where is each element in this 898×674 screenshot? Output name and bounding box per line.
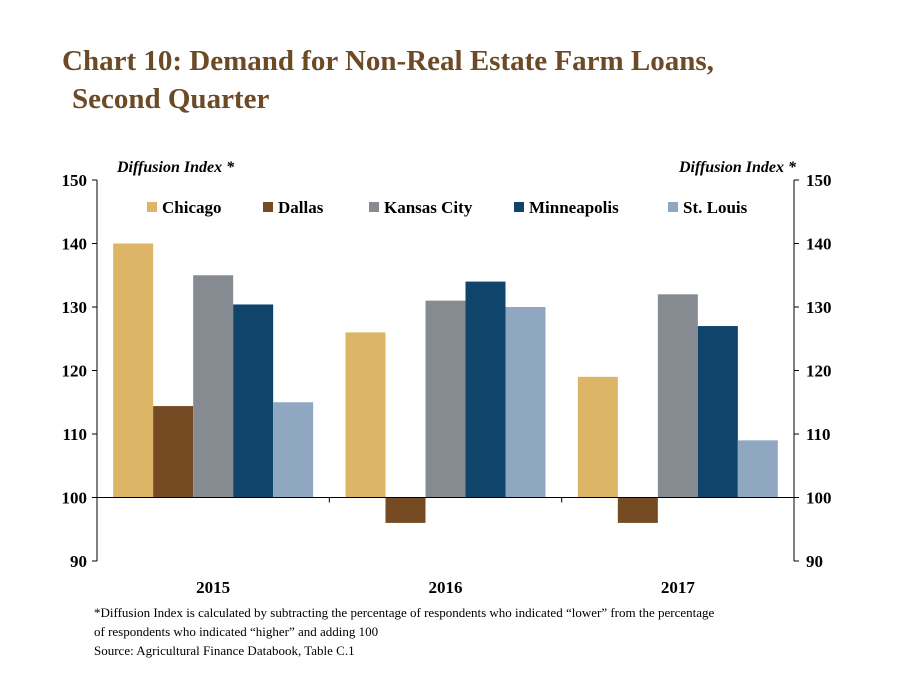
bar-minneapolis-2015: [233, 304, 274, 498]
legend-label-minneapolis: Minneapolis: [529, 198, 619, 217]
bar-st-louis-2017: [737, 440, 778, 498]
bar-chicago-2017: [577, 376, 618, 498]
footnote: *Diffusion Index is calculated by subtra…: [94, 603, 834, 660]
y-tick-label-left: 150: [62, 171, 88, 190]
y-tick-label-right: 150: [806, 171, 832, 190]
y-tick-label-right: 120: [806, 362, 832, 381]
legend-swatch-st-louis: [668, 202, 678, 212]
title-line-2: Second Quarter: [72, 83, 270, 115]
legend-swatch-dallas: [263, 202, 273, 212]
bar-kansas-city-2017: [657, 294, 698, 498]
legend-label-dallas: Dallas: [278, 198, 324, 217]
y-tick-label-left: 110: [62, 425, 87, 444]
footnote-line-1: *Diffusion Index is calculated by subtra…: [94, 605, 715, 620]
y-tick-label-right: 100: [806, 489, 832, 508]
bar-st-louis-2015: [273, 402, 314, 498]
title-line-1: Chart 10: Demand for Non-Real Estate Far…: [62, 45, 714, 77]
bar-st-louis-2016: [505, 307, 546, 498]
source-note: Source: Agricultural Finance Databook, T…: [94, 643, 355, 658]
bar-kansas-city-2015: [193, 275, 234, 498]
x-tick-label: 2015: [196, 578, 230, 597]
bar-dallas-2016: [385, 497, 426, 523]
chart-title: Chart 10: Demand for Non-Real Estate Far…: [62, 42, 862, 118]
y-axis-title-left: Diffusion Index *: [116, 159, 235, 176]
y-tick-label-left: 140: [62, 235, 88, 254]
legend-label-kansas-city: Kansas City: [384, 198, 473, 217]
y-tick-label-left: 100: [62, 489, 88, 508]
bar-dallas-2017: [617, 497, 658, 523]
y-tick-label-left: 130: [62, 298, 88, 317]
legend-swatch-kansas-city: [369, 202, 379, 212]
y-tick-label-right: 130: [806, 298, 832, 317]
bar-chicago-2015: [113, 243, 154, 498]
y-tick-label-right: 90: [806, 552, 823, 571]
bar-minneapolis-2017: [697, 326, 738, 498]
legend-label-chicago: Chicago: [162, 198, 222, 217]
y-axis-title-right: Diffusion Index *: [678, 159, 797, 176]
footnote-line-2: of respondents who indicated “higher” an…: [94, 624, 379, 639]
y-tick-label-left: 90: [70, 552, 87, 571]
x-tick-label: 2016: [429, 578, 463, 597]
x-tick-label: 2017: [661, 578, 696, 597]
legend-swatch-chicago: [147, 202, 157, 212]
bar-minneapolis-2016: [465, 281, 506, 498]
legend-swatch-minneapolis: [514, 202, 524, 212]
bar-chicago-2016: [345, 332, 386, 498]
bar-kansas-city-2016: [425, 300, 466, 498]
y-tick-label-right: 140: [806, 235, 832, 254]
y-tick-label-right: 110: [806, 425, 831, 444]
legend-label-st-louis: St. Louis: [683, 198, 748, 217]
bar-dallas-2015: [153, 406, 194, 498]
y-tick-label-left: 120: [62, 362, 88, 381]
